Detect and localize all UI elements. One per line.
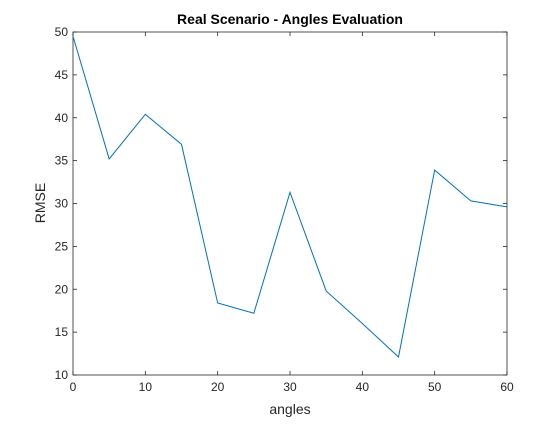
y-tick-label: 35 [55, 154, 69, 168]
y-axis-label: RMSE [32, 183, 48, 223]
x-tick-label: 0 [70, 380, 77, 394]
series-line-0 [72, 36, 508, 358]
x-tick-label: 40 [356, 380, 370, 394]
x-tick-label: 30 [283, 380, 297, 394]
y-tick-label: 50 [55, 25, 69, 39]
x-tick-label: 60 [500, 380, 514, 394]
x-tick-label: 10 [139, 380, 153, 394]
plot-box [72, 31, 508, 376]
y-tick-label: 30 [55, 197, 69, 211]
y-tick-label: 15 [55, 325, 69, 339]
x-axis-label: angles [269, 401, 310, 417]
y-tick-label: 45 [55, 68, 69, 82]
x-tick-label: 20 [211, 380, 225, 394]
y-tick-label: 10 [55, 368, 69, 382]
x-tick-label: 50 [428, 380, 442, 394]
y-tick-label: 40 [55, 111, 69, 125]
y-tick-label: 25 [55, 239, 69, 253]
chart-title: Real Scenario - Angles Evaluation [177, 11, 403, 27]
y-tick-label: 20 [55, 282, 69, 296]
plot-lines [72, 36, 508, 358]
